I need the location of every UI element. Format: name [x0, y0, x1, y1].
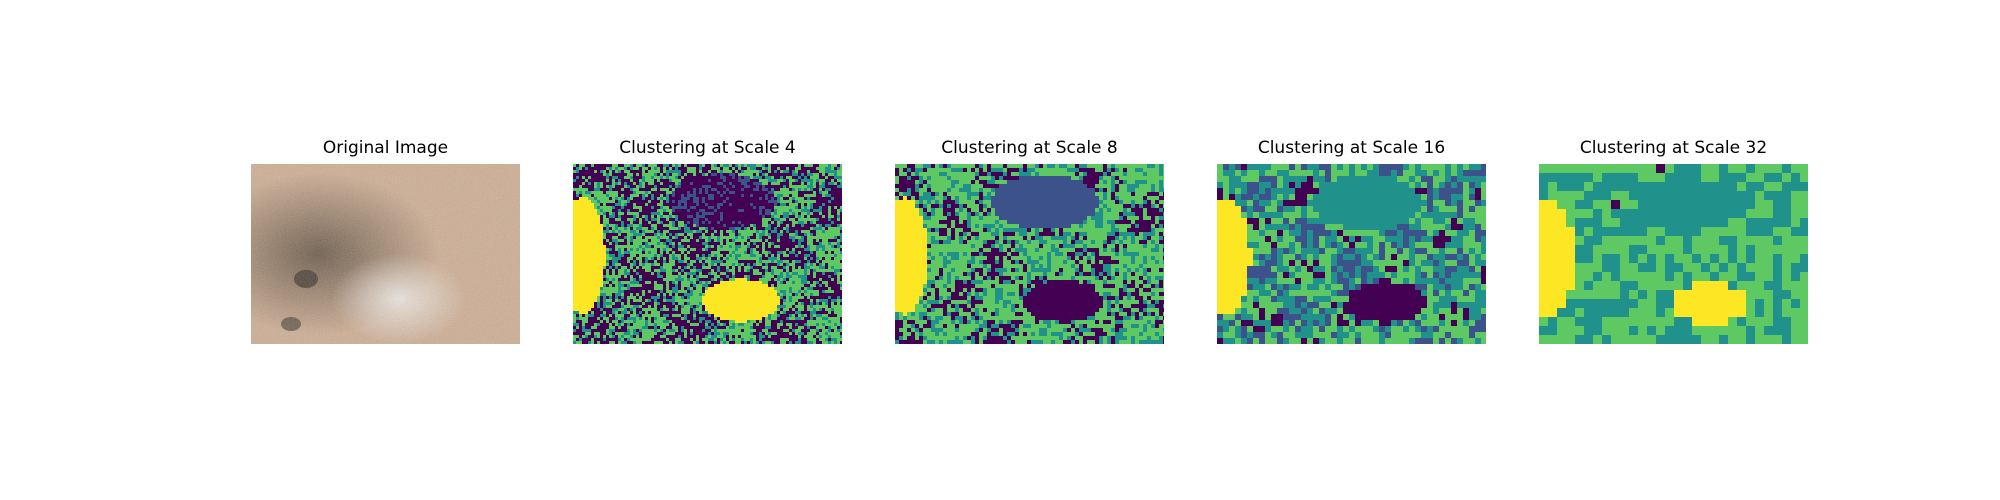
- panel-title: Clustering at Scale 4: [619, 138, 796, 158]
- cluster-map-scale-4: [573, 164, 842, 344]
- panel-scale-8: Clustering at Scale 8: [895, 138, 1164, 344]
- cluster-map-scale-32: [1539, 164, 1808, 344]
- panel-original-image: Original Image: [251, 138, 520, 344]
- cluster-map-scale-8: [895, 164, 1164, 344]
- panel-title: Clustering at Scale 32: [1579, 138, 1768, 158]
- panel-scale-4: Clustering at Scale 4: [573, 138, 842, 344]
- panel-scale-16: Clustering at Scale 16: [1217, 138, 1486, 344]
- original-image: [251, 164, 520, 344]
- panel-title: Clustering at Scale 16: [1257, 138, 1446, 158]
- panel-scale-32: Clustering at Scale 32: [1539, 138, 1808, 344]
- panel-title: Clustering at Scale 8: [941, 138, 1118, 158]
- cluster-map-scale-16: [1217, 164, 1486, 344]
- panel-title: Original Image: [322, 138, 449, 158]
